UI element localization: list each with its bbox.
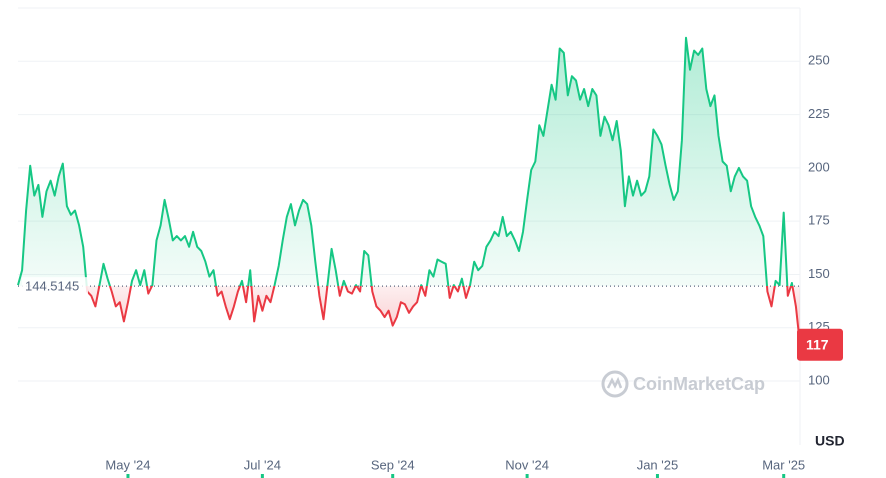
x-tick-label: Nov '24	[505, 457, 549, 472]
x-tick-label: Mar '25	[762, 457, 805, 472]
watermark-text: CoinMarketCap	[633, 374, 765, 394]
x-tick-label: Jan '25	[637, 457, 679, 472]
y-tick-label: 150	[808, 266, 830, 281]
y-tick-label: 175	[808, 213, 830, 228]
area-fill	[18, 37, 800, 345]
price-line	[17, 36, 801, 345]
x-tick-label: Sep '24	[371, 457, 415, 472]
currency-label: USD	[815, 433, 845, 449]
baseline-label: 144.5145	[25, 279, 79, 294]
y-tick-label: 100	[808, 372, 830, 387]
x-tick-label: May '24	[105, 457, 150, 472]
y-tick-label: 225	[808, 106, 830, 121]
price-tag-label: 117	[806, 337, 829, 353]
baseline-label-bg	[22, 277, 88, 296]
y-tick-label: 200	[808, 159, 830, 174]
watermark: CoinMarketCap	[601, 370, 765, 398]
price-tag	[797, 328, 843, 361]
x-tick-label: Jul '24	[244, 457, 281, 472]
y-tick-label: 250	[808, 53, 830, 68]
